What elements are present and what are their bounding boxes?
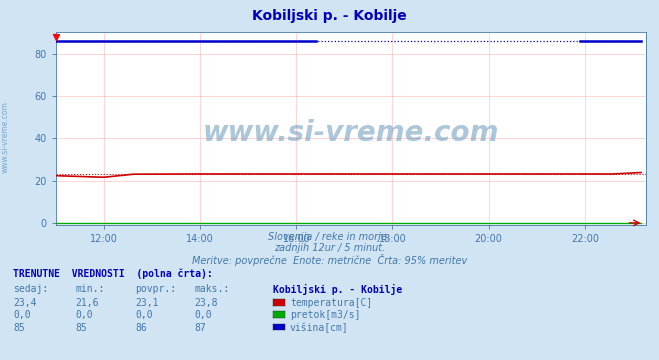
Text: 86: 86 xyxy=(135,323,147,333)
Text: sedaj:: sedaj: xyxy=(13,284,48,294)
Text: 23,1: 23,1 xyxy=(135,298,159,308)
Text: Meritve: povprečne  Enote: metrične  Črta: 95% meritev: Meritve: povprečne Enote: metrične Črta:… xyxy=(192,254,467,266)
Text: 0,0: 0,0 xyxy=(194,310,212,320)
Text: 21,6: 21,6 xyxy=(76,298,100,308)
Text: TRENUTNE  VREDNOSTI  (polna črta):: TRENUTNE VREDNOSTI (polna črta): xyxy=(13,268,213,279)
Text: Kobiljski p. - Kobilje: Kobiljski p. - Kobilje xyxy=(252,9,407,23)
Text: 0,0: 0,0 xyxy=(135,310,153,320)
Text: www.si-vreme.com: www.si-vreme.com xyxy=(203,118,499,147)
Text: min.:: min.: xyxy=(76,284,105,294)
Text: 23,4: 23,4 xyxy=(13,298,37,308)
Text: 87: 87 xyxy=(194,323,206,333)
Text: Kobiljski p. - Kobilje: Kobiljski p. - Kobilje xyxy=(273,284,403,296)
Text: temperatura[C]: temperatura[C] xyxy=(290,298,372,308)
Text: zadnjih 12ur / 5 minut.: zadnjih 12ur / 5 minut. xyxy=(274,243,385,253)
Text: povpr.:: povpr.: xyxy=(135,284,176,294)
Text: maks.:: maks.: xyxy=(194,284,229,294)
Text: 0,0: 0,0 xyxy=(13,310,31,320)
Text: višina[cm]: višina[cm] xyxy=(290,323,349,333)
Text: 85: 85 xyxy=(13,323,25,333)
Text: Slovenija / reke in morje.: Slovenija / reke in morje. xyxy=(268,232,391,242)
Text: pretok[m3/s]: pretok[m3/s] xyxy=(290,310,360,320)
Text: 23,8: 23,8 xyxy=(194,298,218,308)
Text: 0,0: 0,0 xyxy=(76,310,94,320)
Text: www.si-vreme.com: www.si-vreme.com xyxy=(1,101,10,173)
Text: 85: 85 xyxy=(76,323,88,333)
